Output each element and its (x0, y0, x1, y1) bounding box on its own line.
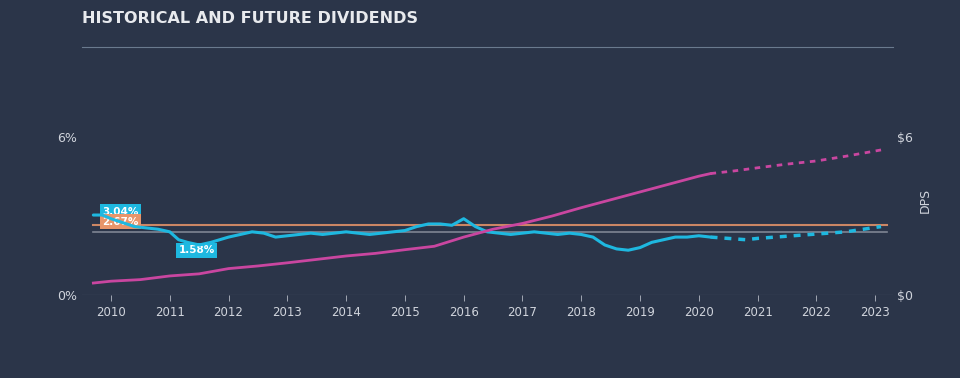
Legend: ROK yield, ROK annual DPS, Electrical, Market: ROK yield, ROK annual DPS, Electrical, M… (278, 373, 696, 378)
Y-axis label: DPS: DPS (919, 188, 931, 213)
Text: 1.58%: 1.58% (179, 245, 215, 256)
Text: HISTORICAL AND FUTURE DIVIDENDS: HISTORICAL AND FUTURE DIVIDENDS (82, 11, 418, 26)
Text: 3.04%: 3.04% (102, 207, 138, 217)
Text: 2.67%: 2.67% (102, 217, 138, 227)
